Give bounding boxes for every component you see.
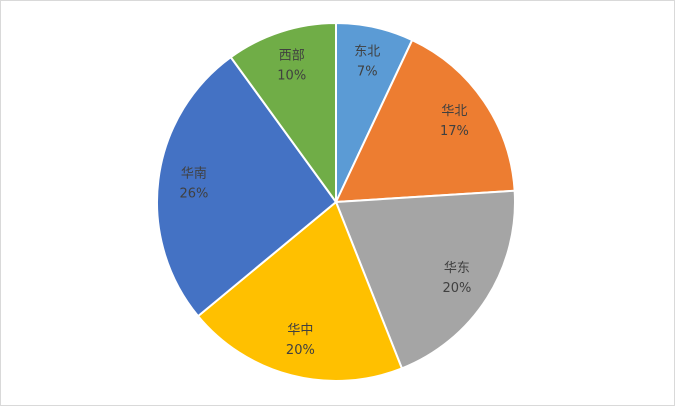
pie-slice [156, 55, 338, 318]
slice-value-label: 17% [440, 124, 469, 139]
slice-value-label: 20% [442, 281, 471, 296]
slice-value-label: 10% [277, 68, 306, 83]
slice-category-label: 华中 [287, 323, 313, 338]
slice-category-label: 华东 [444, 261, 470, 276]
pie-slice [229, 21, 337, 206]
slice-category-label: 华南 [181, 166, 207, 182]
slice-category-label: 东北 [354, 45, 380, 60]
slice-value-label: 26% [179, 187, 208, 202]
slice-value-label: 7% [357, 65, 378, 80]
pie-slice [334, 189, 516, 370]
slice-value-label: 20% [286, 343, 315, 358]
pie-slice [334, 38, 516, 204]
pie-slice [196, 200, 404, 382]
slice-category-label: 西部 [279, 48, 305, 63]
slice-category-label: 华北 [441, 104, 467, 119]
